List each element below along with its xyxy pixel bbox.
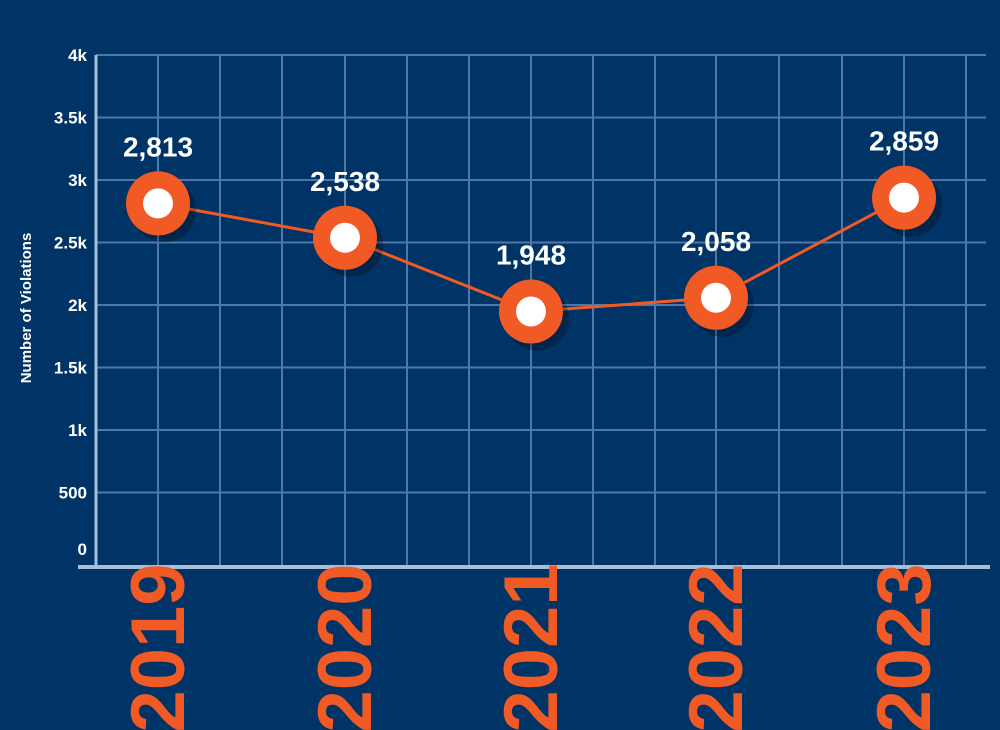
y-axis-title: Number of Violations [18, 233, 35, 384]
x-tick-label: 2021 [489, 563, 574, 730]
y-tick-label: 0 [78, 540, 87, 559]
data-point-center [701, 282, 731, 313]
data-point-center [330, 222, 360, 253]
x-tick-labels: 2019 2020 2021 2022 2023 [116, 563, 947, 730]
data-point [126, 171, 196, 243]
data-point-center [143, 188, 173, 219]
data-point [499, 279, 569, 351]
data-point-center [889, 182, 919, 213]
data-label: 1,948 [496, 240, 566, 271]
data-point [872, 165, 942, 237]
y-tick-label: 500 [59, 484, 87, 503]
y-tick-label: 2.5k [54, 234, 88, 253]
y-tick-label: 2k [68, 296, 87, 315]
data-point [313, 205, 383, 277]
axes [78, 55, 990, 569]
x-tick-label: 2020 [303, 563, 388, 730]
data-points [126, 165, 942, 351]
data-label: 2,058 [681, 226, 751, 257]
y-tick-label: 4k [68, 46, 87, 65]
y-tick-label: 1k [68, 421, 87, 440]
y-tick-label: 1.5k [54, 359, 88, 378]
data-label: 2,813 [123, 131, 193, 162]
data-point [684, 265, 754, 337]
x-tick-label: 2022 [674, 563, 759, 730]
y-tick-label: 3k [68, 171, 87, 190]
y-tick-label: 3.5k [54, 109, 88, 128]
data-point-center [516, 296, 546, 327]
data-labels: 2,813 2,538 1,948 2,058 2,859 [123, 126, 939, 271]
x-tick-label: 2019 [116, 563, 201, 730]
data-label: 2,538 [310, 166, 380, 197]
data-label: 2,859 [869, 126, 939, 157]
x-tick-label: 2023 [862, 563, 947, 730]
y-tick-labels: 0 500 1k 1.5k 2k 2.5k 3k 3.5k 4k [54, 46, 88, 559]
